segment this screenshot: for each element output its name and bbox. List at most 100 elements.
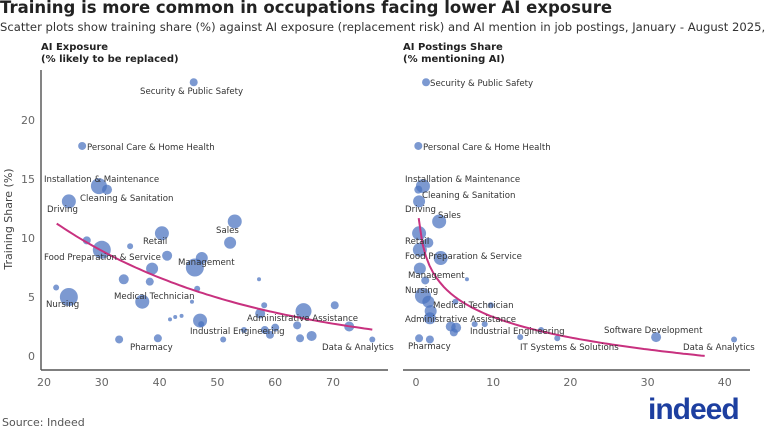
data-point bbox=[257, 277, 262, 282]
x-tick-label: 70 bbox=[326, 376, 340, 389]
right-panel-title: AI Postings Share bbox=[403, 42, 503, 53]
data-point bbox=[414, 141, 423, 150]
point-label: Driving bbox=[47, 205, 78, 215]
left-panel-subtitle: (% likely to be replaced) bbox=[41, 54, 179, 65]
point-label: Cleaning & Sanitation bbox=[422, 191, 516, 201]
data-point bbox=[422, 78, 431, 87]
data-point bbox=[306, 330, 317, 341]
data-point bbox=[651, 332, 662, 343]
point-label: Personal Care & Home Health bbox=[87, 143, 215, 153]
data-point bbox=[369, 336, 376, 343]
data-point bbox=[413, 262, 426, 275]
point-label: Industrial Engineering bbox=[470, 327, 565, 337]
data-point bbox=[487, 302, 494, 309]
x-tick-label: 60 bbox=[268, 376, 282, 389]
point-label: Medical Technician bbox=[433, 301, 514, 311]
point-label: Medical Technician bbox=[114, 292, 195, 302]
data-point bbox=[189, 299, 194, 304]
point-label: Pharmacy bbox=[408, 342, 451, 352]
data-point bbox=[227, 214, 242, 229]
data-point bbox=[59, 288, 78, 306]
data-point bbox=[146, 262, 159, 275]
data-point bbox=[295, 303, 312, 320]
point-label: Installation & Maintenance bbox=[405, 175, 520, 185]
data-point bbox=[261, 302, 268, 309]
data-point bbox=[517, 334, 524, 341]
data-point bbox=[53, 284, 60, 291]
point-label: Industrial Engineering bbox=[190, 327, 285, 337]
data-point bbox=[731, 336, 738, 343]
point-label: Personal Care & Home Health bbox=[423, 143, 551, 153]
point-label: Sales bbox=[438, 211, 461, 221]
x-tick-label: 10 bbox=[486, 376, 500, 389]
data-point bbox=[413, 195, 426, 208]
right-panel-subtitle: (% mentioning AI) bbox=[403, 54, 505, 65]
point-label: Software Development bbox=[604, 326, 703, 336]
x-tick-label: 40 bbox=[718, 376, 732, 389]
point-label: Security & Public Safety bbox=[430, 79, 533, 89]
point-label: Cleaning & Sanitation bbox=[80, 194, 174, 204]
data-point bbox=[135, 294, 150, 309]
data-point bbox=[425, 335, 434, 344]
point-label: Administrative Assistance bbox=[247, 314, 358, 324]
data-point bbox=[449, 328, 458, 337]
point-label: Food Preparation & Service bbox=[44, 253, 161, 263]
source-note: Source: Indeed bbox=[2, 416, 85, 429]
data-point bbox=[115, 335, 124, 344]
data-point bbox=[255, 308, 266, 319]
data-point bbox=[198, 321, 205, 328]
x-tick-label: 20 bbox=[563, 376, 577, 389]
data-point bbox=[554, 335, 561, 342]
data-point bbox=[464, 277, 469, 282]
data-point bbox=[432, 214, 447, 229]
point-label: IT Systems & Solutions bbox=[520, 343, 619, 353]
y-tick-label: 15 bbox=[21, 173, 35, 186]
x-tick-label: 40 bbox=[153, 376, 167, 389]
chart-title: Training is more common in occupations f… bbox=[0, 0, 613, 17]
data-point bbox=[127, 243, 134, 250]
y-tick-label: 20 bbox=[21, 114, 35, 127]
y-tick-label: 0 bbox=[28, 350, 35, 363]
point-label: Security & Public Safety bbox=[140, 87, 243, 97]
data-point bbox=[422, 295, 435, 308]
trend-line bbox=[56, 222, 373, 331]
data-point bbox=[240, 327, 247, 334]
chart-subtitle: Scatter plots show training share (%) ag… bbox=[0, 20, 768, 34]
data-point bbox=[154, 226, 169, 241]
data-point bbox=[412, 226, 427, 241]
data-point bbox=[293, 321, 302, 330]
point-label: Retail bbox=[405, 237, 429, 247]
point-label: Retail bbox=[143, 237, 167, 247]
point-label: Data & Analytics bbox=[683, 343, 755, 353]
data-point bbox=[471, 321, 478, 328]
point-label: Management bbox=[408, 271, 465, 281]
data-point bbox=[481, 321, 488, 328]
data-point bbox=[102, 184, 113, 195]
data-point bbox=[78, 141, 87, 150]
data-point bbox=[421, 276, 430, 285]
data-point bbox=[296, 334, 305, 343]
data-point bbox=[330, 301, 339, 310]
point-label: Data & Analytics bbox=[322, 343, 394, 353]
data-point bbox=[153, 334, 162, 343]
data-point bbox=[189, 78, 198, 87]
y-tick-label: 5 bbox=[28, 291, 35, 304]
data-point bbox=[185, 258, 204, 277]
data-point bbox=[118, 274, 129, 285]
x-tick-label: 30 bbox=[641, 376, 655, 389]
data-point bbox=[162, 250, 173, 261]
indeed-logo: indeed bbox=[648, 393, 740, 426]
data-point bbox=[271, 323, 280, 332]
left-panel-title: AI Exposure bbox=[41, 42, 108, 53]
data-point bbox=[452, 298, 459, 305]
data-point bbox=[168, 317, 173, 322]
data-point bbox=[224, 236, 237, 249]
data-point bbox=[61, 194, 76, 209]
point-label: Nursing bbox=[46, 300, 79, 310]
y-axis-label: Training Share (%) bbox=[2, 168, 15, 270]
x-tick-label: 30 bbox=[95, 376, 109, 389]
y-tick-label: 10 bbox=[21, 232, 35, 245]
point-label: Installation & Maintenance bbox=[44, 175, 159, 185]
data-point bbox=[433, 251, 448, 266]
